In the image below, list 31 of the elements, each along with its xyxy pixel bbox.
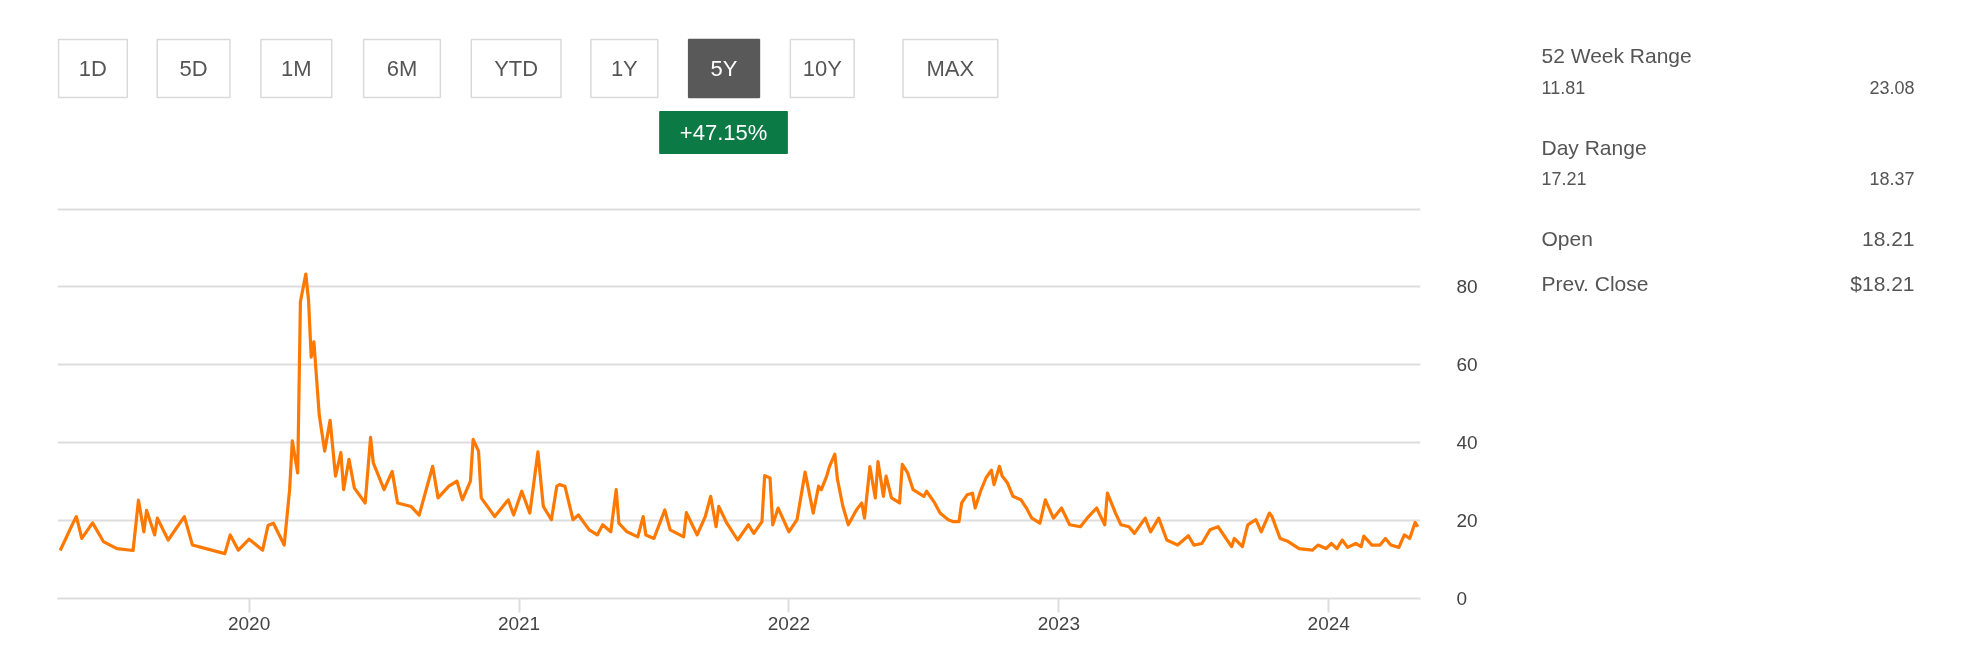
text: 1M: [281, 56, 312, 81]
text: 5Y: [710, 56, 738, 81]
y-tick-label: 60: [1456, 354, 1478, 375]
y-tick-label: 20: [1456, 510, 1478, 531]
line-series: [58, 272, 1420, 556]
y-tick-label: 80: [1456, 276, 1478, 297]
text: YTD: [494, 56, 539, 81]
text: 5D: [179, 56, 208, 81]
text: 1Y: [610, 56, 639, 81]
text: 52 Week Range: [1541, 44, 1692, 67]
text: 23.08: [1869, 78, 1915, 98]
text: Day Range: [1541, 136, 1647, 159]
x-tick-label: 2024: [1307, 612, 1351, 634]
text: 10Y: [802, 56, 843, 81]
text: 6M: [386, 56, 418, 81]
x-tick-label: 2020: [228, 612, 271, 634]
text: 18.37: [1869, 169, 1915, 189]
x-tick-label: 2021: [497, 612, 541, 634]
text: MAX: [926, 56, 975, 81]
x-tick-label: 2023: [1037, 612, 1080, 634]
text: Open: [1541, 227, 1593, 250]
y-tick-label: 40: [1456, 432, 1478, 453]
text: Prev. Close: [1541, 272, 1649, 295]
text: 18.21: [1861, 226, 1915, 250]
y-tick-label: 0: [1456, 588, 1468, 609]
text: 11.81: [1541, 78, 1586, 98]
x-tick-label: 2022: [767, 612, 811, 634]
text: 1D: [78, 56, 107, 81]
text: +47.15%: [679, 120, 768, 145]
text: 17.21: [1541, 169, 1587, 189]
text: $18.21: [1850, 272, 1915, 295]
